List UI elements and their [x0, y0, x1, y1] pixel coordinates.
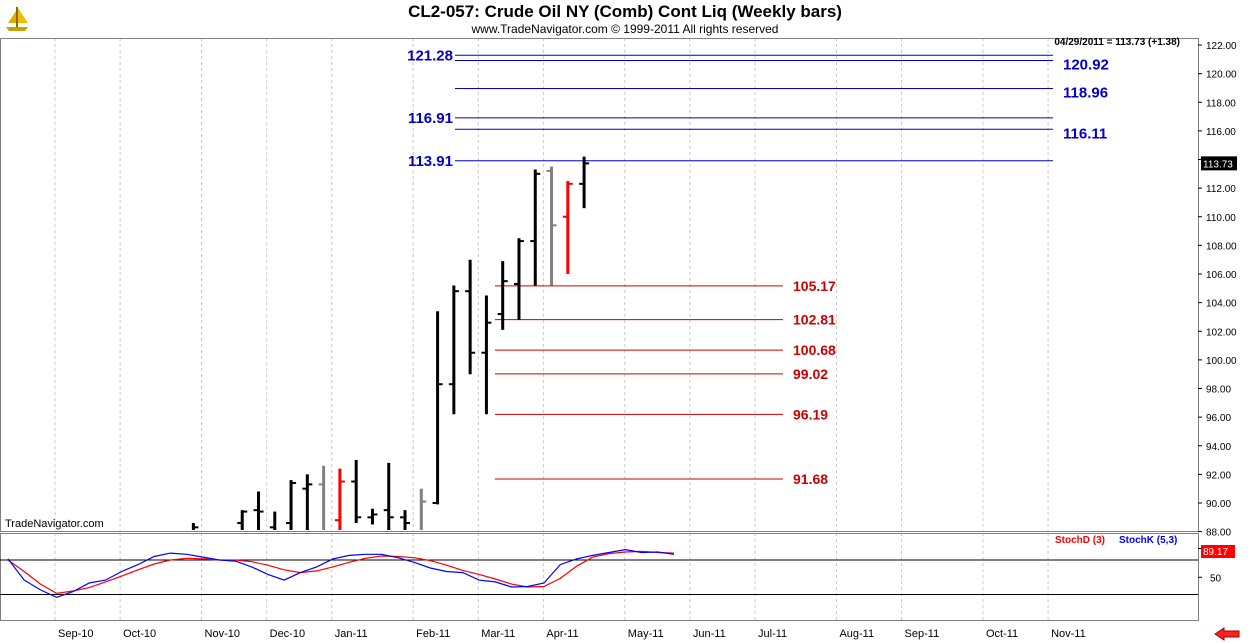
stochK-legend: StochK (5,3) [1119, 535, 1177, 546]
brand-watermark: TradeNavigator.com [5, 518, 104, 530]
price-axis-label: 94.00 [1206, 442, 1231, 453]
price-panel-frame [0, 38, 1199, 621]
price-axis-label: 100.00 [1206, 356, 1237, 367]
price-axis-label: 112.00 [1206, 184, 1236, 195]
support-label: 99.02 [793, 366, 828, 382]
time-axis-label: Nov-10 [205, 628, 240, 640]
price-axis-label: 116.00 [1206, 127, 1236, 138]
time-axis-label: May-11 [628, 628, 664, 640]
price-axis-label: 106.00 [1206, 270, 1237, 281]
price-axis: 88.00 90.00 92.00 94.00 96.00 98.00 100.00 102.… [1198, 41, 1237, 539]
resistance-label: 121.28 [407, 47, 453, 64]
last-price-tag-text: 113.73 [1203, 159, 1233, 170]
resistance-label: 116.91 [408, 110, 453, 127]
time-axis-label: Jan-11 [335, 628, 368, 640]
support-label: 91.68 [793, 471, 828, 487]
stoch-series-line [7, 550, 675, 595]
copyright-text: www.TradeNavigator.com © 1999-2011 All r… [471, 22, 779, 36]
time-axis-label: Sep-11 [905, 628, 940, 640]
stoch-value-tag-text: 89.17 [1203, 547, 1228, 558]
time-axis-label: Nov-11 [1051, 628, 1086, 640]
price-axis-label: 92.00 [1206, 470, 1231, 481]
last-bar-info: 04/29/2011 = 113.73 (+1.38) [1054, 37, 1180, 48]
price-axis-label: 108.00 [1206, 241, 1237, 252]
resistance-label: 113.91 [408, 153, 453, 170]
stochastic-panel: 50100StochD (3)StochK (5,3)89.17 [0, 535, 1235, 599]
stoch-series-line [7, 548, 675, 599]
time-axis-label: Oct-10 [123, 628, 156, 640]
chart-title: CL2-057: Crude Oil NY (Comb) Cont Liq (W… [408, 2, 842, 21]
stoch-axis-label: 50 [1210, 573, 1222, 584]
price-level-lines: 121.28 120.92 118.96 116.91 116.11 113.91 105.… [407, 47, 1109, 487]
tradenavigator-logo-icon [6, 7, 28, 31]
stoch-panel-border [0, 533, 1199, 621]
support-label: 102.81 [793, 312, 836, 328]
time-axis-label: Oct-11 [986, 628, 1018, 640]
price-axis-label: 104.00 [1206, 299, 1237, 310]
support-label: 105.17 [793, 278, 836, 294]
resistance-label: 116.11 [1063, 125, 1107, 142]
time-axis-label: Mar-11 [481, 628, 515, 640]
time-axis-label: Feb-11 [416, 628, 450, 640]
support-label: 96.19 [793, 406, 828, 422]
price-axis-label: 90.00 [1206, 499, 1231, 510]
price-axis-label: 110.00 [1206, 213, 1236, 224]
ohlc-bars [191, 156, 590, 530]
price-panel-border [0, 38, 1199, 532]
price-axis-label: 120.00 [1206, 70, 1237, 81]
price-axis-label: 96.00 [1206, 413, 1231, 424]
time-axis-label: Jul-11 [758, 628, 787, 640]
price-axis-label: 122.00 [1206, 41, 1237, 52]
time-axis-label: Dec-10 [270, 628, 305, 640]
stochD-legend: StochD (3) [1055, 535, 1105, 546]
time-axis-label: Aug-11 [839, 628, 874, 640]
resistance-label: 120.92 [1063, 56, 1109, 73]
last-price-tag [1201, 156, 1237, 171]
resistance-label: 118.96 [1063, 85, 1108, 102]
time-axis-label: Apr-11 [546, 628, 578, 640]
time-axis: Sep-10 Oct-10 Nov-10 Dec-10 Jan-11 Feb-11 Mar-… [58, 628, 1086, 640]
price-axis-label: 102.00 [1206, 327, 1237, 338]
price-axis-label: 88.00 [1206, 528, 1231, 539]
vertical-gridlines [54, 38, 1049, 620]
time-axis-label: Sep-10 [58, 628, 93, 640]
stoch-value-tag [1201, 545, 1235, 558]
support-label: 100.68 [793, 342, 836, 358]
scroll-left-arrow-icon[interactable] [1214, 627, 1240, 641]
time-axis-label: Jun-11 [693, 628, 726, 640]
price-axis-label: 118.00 [1206, 98, 1236, 109]
price-axis-label: 98.00 [1206, 385, 1231, 396]
